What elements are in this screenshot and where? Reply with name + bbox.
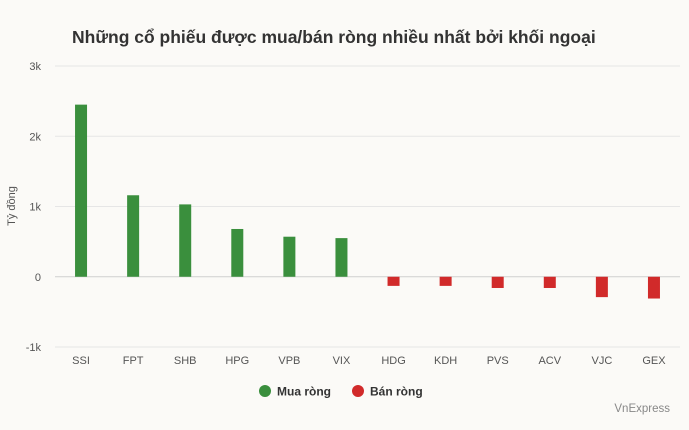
bar-vpb[interactable] — [283, 236, 296, 277]
credit-vnexpress[interactable]: VnExpress — [614, 403, 670, 415]
grid-lines — [55, 65, 680, 348]
legend-label-mua-rong[interactable]: Mua ròng — [277, 385, 331, 399]
x-category-label: PVS — [487, 355, 509, 367]
bar-vjc[interactable] — [595, 276, 608, 298]
bar-vix[interactable] — [335, 238, 348, 277]
y-axis-ticks: -1k 0 1k 2k 3k — [26, 61, 42, 354]
x-category-label: ACV — [538, 355, 561, 367]
x-category-label: KDH — [434, 355, 457, 367]
bar-gex[interactable] — [647, 276, 660, 299]
chart-title: Những cổ phiếu được mua/bán ròng nhiều n… — [72, 27, 596, 47]
bar-hdg[interactable] — [387, 276, 400, 286]
y-tick-label: 1k — [29, 202, 41, 214]
x-axis-categories: SSI FPT SHB HPG VPB VIX HDG KDH PVS ACV VJC GEX — [72, 355, 666, 367]
bar-acv[interactable] — [543, 276, 556, 288]
x-category-label: VJC — [591, 355, 612, 367]
x-category-label: VIX — [333, 355, 351, 367]
bar-fpt[interactable] — [127, 195, 140, 277]
x-category-label: HPG — [225, 355, 249, 367]
x-category-label: HDG — [381, 355, 405, 367]
bars — [75, 104, 660, 299]
y-tick-label: -1k — [26, 342, 42, 354]
bar-kdh[interactable] — [439, 276, 452, 286]
y-axis-label: Tỷ đồng — [6, 186, 18, 226]
x-category-label: GEX — [642, 355, 666, 367]
legend-label-ban-rong[interactable]: Bán ròng — [370, 385, 423, 399]
y-tick-label: 0 — [35, 272, 41, 284]
x-category-label: VPB — [278, 355, 300, 367]
y-tick-label: 3k — [29, 61, 41, 73]
legend-marker-ban-rong — [352, 385, 364, 397]
bar-hpg[interactable] — [231, 228, 244, 277]
x-category-label: SHB — [174, 355, 197, 367]
legend: Mua ròng Bán ròng — [259, 385, 423, 399]
legend-marker-mua-rong — [259, 385, 271, 397]
bar-pvs[interactable] — [491, 276, 504, 288]
x-category-label: FPT — [123, 355, 144, 367]
y-tick-label: 2k — [29, 131, 41, 143]
bar-shb[interactable] — [179, 204, 192, 277]
x-category-label: SSI — [72, 355, 90, 367]
bar-ssi[interactable] — [75, 104, 88, 277]
